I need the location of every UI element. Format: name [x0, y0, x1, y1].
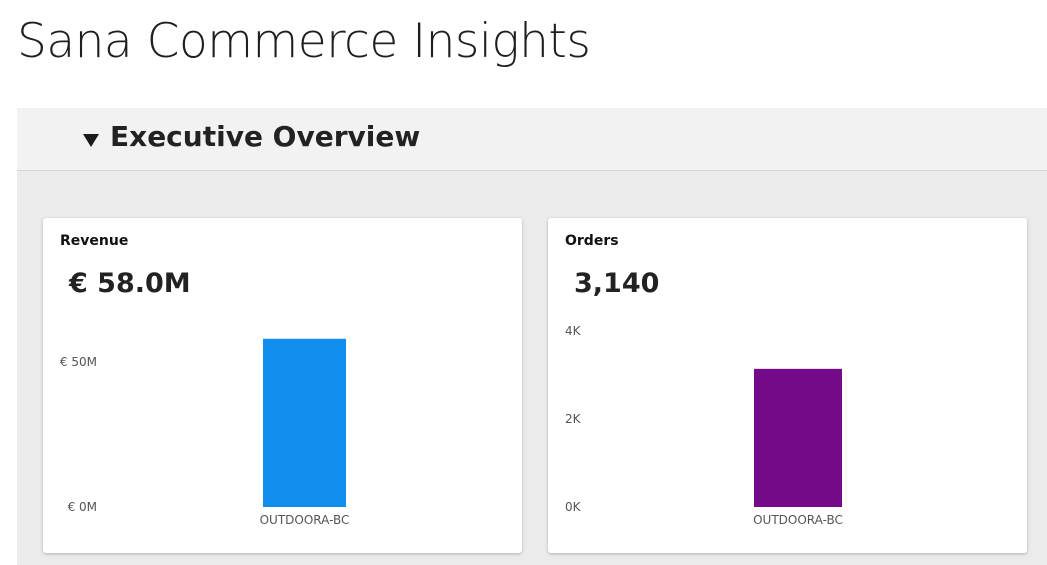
section-title: Executive Overview [110, 120, 421, 153]
y-tick-label: 2K [565, 412, 582, 426]
page-title: Sana Commerce Insights [17, 14, 591, 69]
revenue-card: Revenue € 58.0M € 0M € 50M OUTDOORA-BC [43, 218, 522, 553]
triangle-down-icon[interactable] [83, 134, 99, 147]
y-tick-label: 0K [565, 500, 582, 514]
y-tick-label: € 50M [60, 355, 97, 369]
x-category-label: OUTDOORA-BC [753, 513, 843, 527]
orders-chart: 0K 2K 4K OUTDOORA-BC [565, 324, 843, 527]
section-header-toggle[interactable]: Executive Overview [17, 108, 1047, 171]
orders-card: Orders 3,140 0K 2K 4K OUTDOORA-BC [548, 218, 1027, 553]
bar[interactable] [263, 338, 346, 507]
revenue-chart: € 0M € 50M OUTDOORA-BC [60, 338, 350, 527]
y-tick-label: € 0M [68, 500, 97, 514]
card-value: 3,140 [574, 268, 660, 299]
bar[interactable] [754, 368, 842, 507]
card-title: Revenue [60, 233, 129, 249]
y-tick-label: 4K [565, 324, 582, 338]
executive-overview-section: Executive Overview Revenue € 58.0M € 0M €… [17, 108, 1047, 565]
card-title: Orders [565, 233, 619, 249]
x-category-label: OUTDOORA-BC [260, 513, 350, 527]
card-value: € 58.0M [69, 268, 191, 299]
